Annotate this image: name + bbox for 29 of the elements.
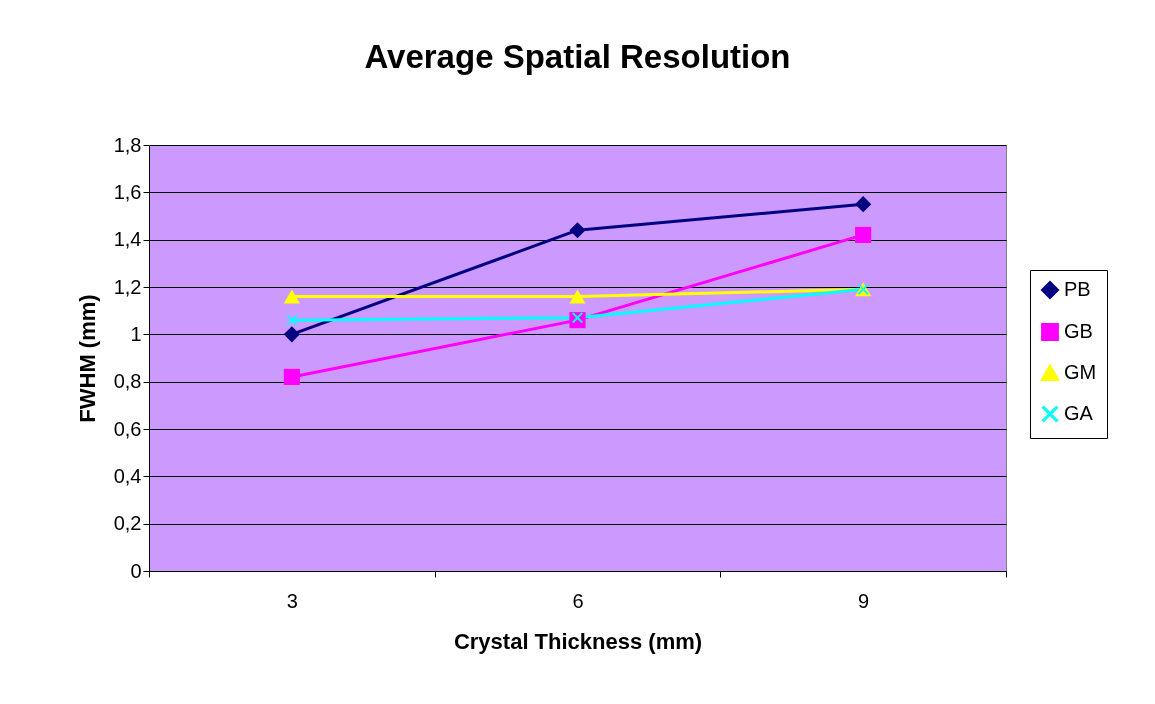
point xyxy=(569,289,586,304)
y-tick-label: 0,6 xyxy=(113,417,142,440)
x-tick-label: 6 xyxy=(572,589,584,612)
y-tick-label: 1,2 xyxy=(113,275,142,298)
y-tick-label: 0,2 xyxy=(113,512,142,535)
chart-title: Average Spatial Resolution xyxy=(364,38,791,75)
legend-label: GM xyxy=(1064,361,1097,383)
point xyxy=(569,222,586,239)
x-tick-label: 9 xyxy=(858,589,870,612)
x-tick-label: 3 xyxy=(286,589,298,612)
y-tick-label: 1,4 xyxy=(113,228,142,251)
y-tick-label: 0,4 xyxy=(113,464,142,487)
legend-label: PB xyxy=(1064,278,1091,300)
y-tick-label: 1,8 xyxy=(113,133,142,156)
y-axis-title: FWHM (mm) xyxy=(74,294,100,423)
x-axis-title: Crystal Thickness (mm) xyxy=(453,628,703,654)
point xyxy=(283,368,300,385)
y-tick-label: 0,8 xyxy=(113,370,142,393)
point xyxy=(855,226,872,243)
y-tick-label: 1,6 xyxy=(113,180,142,203)
point xyxy=(283,289,300,304)
legend-label: GB xyxy=(1064,320,1093,342)
legend-label: GA xyxy=(1064,402,1094,424)
point xyxy=(855,196,872,213)
point xyxy=(286,314,298,326)
point xyxy=(571,312,584,324)
y-tick-label: 0 xyxy=(130,559,142,582)
y-tick-label: 1 xyxy=(130,322,142,345)
point xyxy=(283,326,300,343)
